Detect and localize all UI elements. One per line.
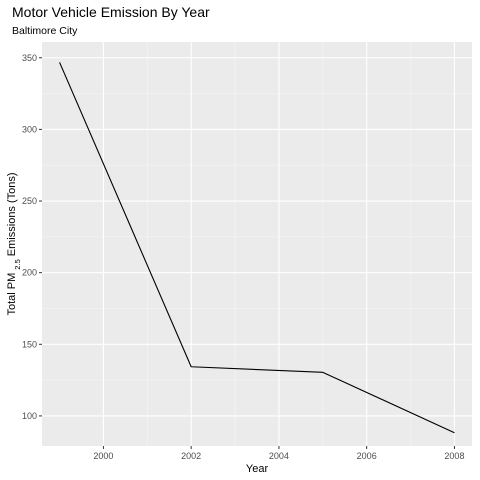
y-tick-label: 100 <box>22 411 37 421</box>
x-tick-label: 2000 <box>93 451 113 461</box>
y-tick-label: 300 <box>22 124 37 134</box>
data-point <box>190 365 193 368</box>
y-tick-label: 200 <box>22 268 37 278</box>
x-tick-label: 2006 <box>357 451 377 461</box>
minor-gridlines-y <box>42 93 472 381</box>
y-axis-title: Total PM 2.5 Emissions (Tons) <box>6 172 22 315</box>
x-tick-label: 2002 <box>181 451 201 461</box>
plot-area <box>42 42 472 446</box>
series-layer <box>58 61 456 434</box>
x-tick-label: 2004 <box>269 451 289 461</box>
y-tick-label: 150 <box>22 339 37 349</box>
y-tick-label: 250 <box>22 196 37 206</box>
y-axis: 100 150 200 250 300 350 <box>22 53 42 421</box>
plot-panel <box>42 42 472 446</box>
data-point <box>321 371 324 374</box>
series-line <box>59 62 455 434</box>
major-gridlines-y <box>42 57 472 417</box>
y-axis-title-subscript: 2.5 <box>13 259 22 269</box>
x-axis-title: Year <box>246 463 269 475</box>
y-tick-label: 350 <box>22 53 37 63</box>
minor-gridlines-x <box>147 42 411 446</box>
x-tick-label: 2008 <box>444 451 464 461</box>
x-axis: 2000 2002 2004 2006 2008 <box>93 446 464 461</box>
chart-title: Motor Vehicle Emission By Year <box>12 4 210 20</box>
y-axis-title-prefix: Total PM <box>6 273 18 316</box>
chart-subtitle: Baltimore City <box>12 25 78 37</box>
y-axis-title-suffix: Emissions (Tons) <box>6 172 18 256</box>
data-point <box>58 61 61 64</box>
data-point <box>453 431 456 434</box>
major-gridlines-x <box>102 42 455 446</box>
